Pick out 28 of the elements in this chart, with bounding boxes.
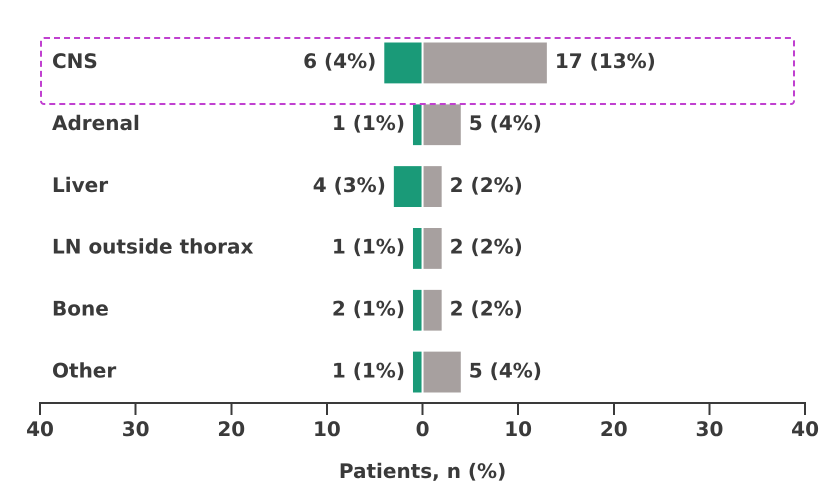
x-tick-label: 20 [217, 417, 246, 442]
x-tick-label: 40 [791, 417, 820, 442]
y-tick-label: LN outside thorax [52, 234, 254, 259]
x-tick-label: 10 [312, 417, 341, 442]
data-label: 2 (2%) [450, 172, 523, 197]
data-label: 4 (3%) [312, 172, 386, 197]
y-tick-label: CNS [52, 49, 98, 74]
data-label: 1 (1%) [332, 234, 405, 259]
x-tick-label: 20 [600, 417, 628, 442]
data-label: 17 (13%) [554, 49, 656, 74]
data-label: 5 (4%) [468, 358, 542, 382]
data-label: 1 (1%) [332, 358, 405, 382]
data-label: 2 (2%) [450, 234, 523, 259]
y-tick-label: Adrenal [52, 110, 140, 135]
x-axis-title: Patients, n (%) [338, 459, 506, 484]
data-label: 5 (4%) [468, 110, 542, 135]
x-tick-label: 0 [416, 417, 430, 442]
x-tick-label: 10 [504, 417, 532, 442]
y-tick-label: Other [52, 358, 116, 382]
data-label: 2 (2%) [450, 296, 523, 320]
x-tick-label: 40 [26, 417, 54, 442]
data-label: 6 (4%) [303, 49, 376, 74]
data-label: 2 (1%) [332, 296, 405, 320]
data-label: 1 (1%) [332, 110, 405, 135]
x-tick-label: 30 [696, 417, 724, 442]
y-tick-label: Liver [52, 172, 108, 197]
x-tick-label: 30 [122, 417, 150, 442]
y-tick-label: Bone [52, 296, 109, 320]
